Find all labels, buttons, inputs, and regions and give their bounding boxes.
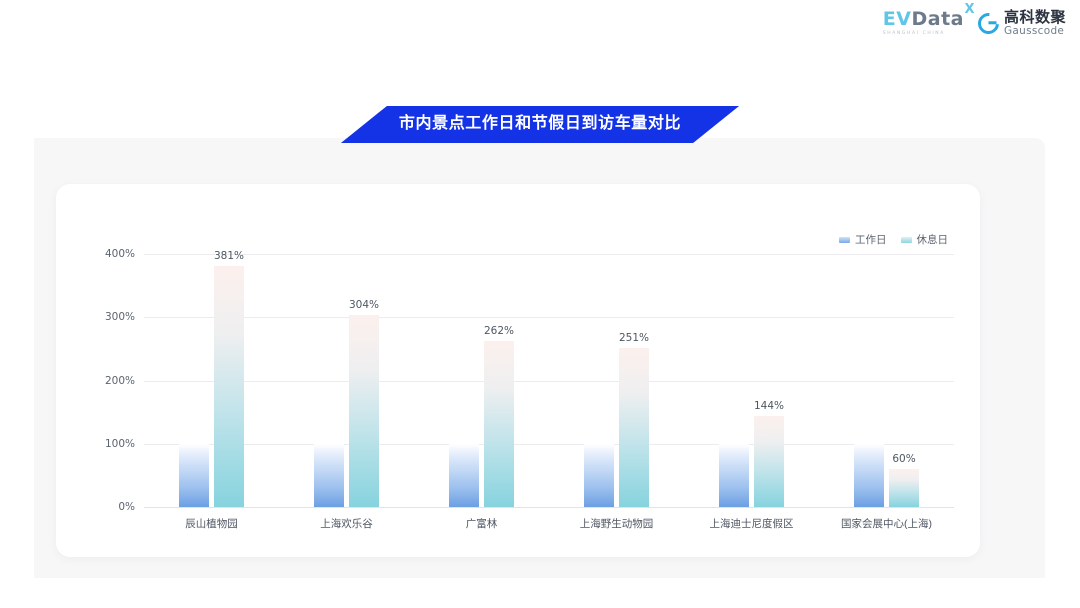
chart-x-axis-labels: 辰山植物园 上海欢乐谷 广富林 上海野生动物园 上海迪士尼度假区 国家会展中心(上海) [144, 516, 954, 531]
y-axis-tick-label: 200% [104, 374, 135, 387]
legend-item-restday[interactable]: 休息日 [900, 232, 949, 247]
evdata-data-text: Data [911, 8, 964, 31]
bar-value-label: 60% [892, 453, 916, 466]
x-axis-category-label: 辰山植物园 [185, 518, 238, 530]
bar-value-label: 381% [213, 250, 245, 263]
y-axis-tick-label: 300% [104, 311, 135, 324]
bar-weekday[interactable] [584, 443, 614, 507]
bar-group: 304% [279, 254, 414, 507]
bar-group: 251% [549, 254, 684, 507]
chart-legend: 工作日 休息日 [839, 232, 948, 247]
bar-group: 381% [144, 250, 279, 507]
legend-item-weekday[interactable]: 工作日 [839, 232, 887, 247]
evdata-ev-text: EV [882, 8, 912, 31]
bar-weekday[interactable] [179, 443, 209, 507]
gridline-0: 0% [118, 501, 954, 513]
x-axis-category-label: 国家会展中心(上海) [841, 518, 932, 530]
bar-weekday[interactable] [719, 443, 749, 507]
gridline-400: 400% [105, 248, 954, 260]
gausscode-cn-name: 高科数聚 [1003, 9, 1066, 26]
chart-bar-groups: 381% 304% 262% 251% 144% 60% [144, 250, 954, 507]
x-axis-category-label: 上海野生动物园 [579, 518, 654, 530]
bar-weekday[interactable] [449, 443, 479, 507]
bar-group: 144% [684, 254, 819, 507]
bar-value-label: 262% [483, 325, 515, 338]
bar-value-label: 144% [753, 399, 785, 412]
bar-weekday[interactable] [854, 443, 884, 507]
gridline-200: 200% [105, 375, 954, 387]
gausscode-text: 高科数聚 Gausscode [1004, 10, 1066, 37]
evdata-tagline: SHANGHAI CHINA [882, 31, 945, 37]
title-banner-wrap: 市内景点工作日和节假日到访车量对比 [0, 106, 1080, 143]
brand-logo-bar: EVData X SHANGHAI CHINA 高科数聚 Gausscode [882, 3, 1066, 39]
bar-restday[interactable]: 251% [619, 332, 649, 507]
bar-restday[interactable]: 60% [889, 453, 919, 507]
page-title: 市内景点工作日和节假日到访车量对比 [341, 106, 739, 143]
bar-group: 60% [819, 254, 954, 507]
bar-group: 262% [414, 254, 549, 507]
gausscode-en-name: Gausscode [1003, 24, 1065, 37]
x-axis-category-label: 上海迪士尼度假区 [709, 518, 794, 530]
x-axis-category-label: 广富林 [465, 518, 498, 530]
legend-swatch-icon [900, 236, 912, 243]
x-axis-category-label: 上海欢乐谷 [320, 518, 373, 530]
gausscode-swirl-icon [973, 8, 1004, 39]
gridline-300: 300% [105, 311, 954, 323]
legend-label: 工作日 [855, 234, 887, 246]
chart-plot-area: 0% 100% 200% 300% 400% 381% 304% 262% 251% 144% 6… [105, 248, 954, 530]
y-axis-tick-label: 400% [104, 248, 135, 260]
bar-weekday[interactable] [314, 443, 344, 507]
bar-restday[interactable]: 304% [349, 299, 379, 507]
bar-value-label: 251% [618, 332, 650, 345]
bar-restday[interactable]: 144% [754, 400, 784, 507]
chart-card: 工作日 休息日 0% 100% 200% 300% 400% 381% 304% 262% 25… [56, 184, 980, 557]
bar-restday[interactable]: 381% [214, 250, 244, 507]
legend-label: 休息日 [916, 234, 949, 246]
evdata-logo: EVData X SHANGHAI CHINA [882, 3, 975, 37]
bar-value-label: 304% [348, 298, 380, 311]
evdata-x-icon: X [964, 2, 975, 18]
legend-swatch-icon [839, 236, 850, 243]
gausscode-logo: 高科数聚 Gausscode [973, 8, 1066, 39]
y-axis-tick-label: 100% [104, 437, 135, 450]
y-axis-tick-label: 0% [118, 501, 135, 513]
evdata-wordmark: EVData X [882, 3, 975, 31]
gridline-100: 100% [105, 438, 954, 450]
bar-restday[interactable]: 262% [484, 325, 514, 507]
